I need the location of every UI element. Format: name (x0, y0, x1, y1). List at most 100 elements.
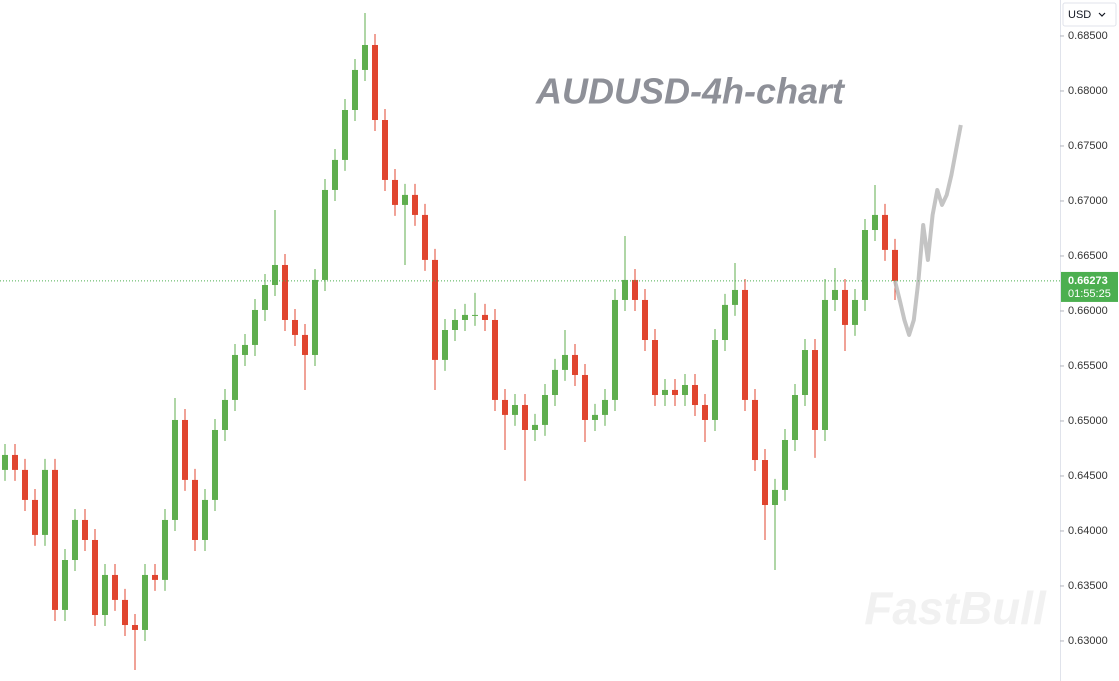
y-tick-label: 0.63000 (1068, 635, 1108, 647)
candle-body (112, 574, 118, 600)
candle-body (102, 574, 108, 616)
candle-body (72, 519, 78, 561)
candle-body (422, 214, 428, 260)
candle-body (892, 249, 898, 281)
currency-label: USD (1068, 9, 1091, 21)
y-tick-label: 0.66000 (1068, 305, 1108, 317)
plot-area (0, 12, 1060, 671)
candle-body (142, 574, 148, 630)
candle-body (662, 389, 668, 396)
candle-body (432, 259, 438, 360)
candle-body (232, 354, 238, 400)
candle-body (762, 460, 768, 506)
y-tick-label: 0.65500 (1068, 360, 1108, 372)
y-tick-label: 0.67500 (1068, 140, 1108, 152)
y-tick-label: 0.68500 (1068, 30, 1108, 42)
candle-body (832, 289, 838, 300)
candle-body (492, 319, 498, 400)
candle-body (402, 194, 408, 205)
candle-body (612, 299, 618, 400)
candle-body (522, 405, 528, 430)
candle-body (372, 44, 378, 121)
y-tick-label: 0.67000 (1068, 195, 1108, 207)
candle-body (162, 519, 168, 580)
candle-body (862, 230, 868, 300)
candle-body (132, 625, 138, 630)
candle-body (812, 350, 818, 430)
candle-body (702, 405, 708, 420)
candle-body (592, 414, 598, 420)
candle-body (772, 489, 778, 506)
candle-body (272, 264, 278, 286)
candle-body (172, 419, 178, 520)
candle-body (502, 399, 508, 415)
candle-body (332, 159, 338, 190)
candle-body (222, 399, 228, 430)
candle-body (122, 599, 128, 626)
candle-body (732, 289, 738, 305)
candle-body (252, 309, 258, 345)
candle-body (882, 214, 888, 250)
candle-body (562, 354, 568, 370)
candle-body (52, 469, 58, 610)
candle-body (322, 189, 328, 280)
candle-body (802, 350, 808, 396)
candle-body (82, 519, 88, 540)
candle-body (472, 314, 478, 316)
y-tick-label: 0.64000 (1068, 525, 1108, 537)
candle-body (12, 454, 18, 470)
candle-body (192, 479, 198, 540)
candle-body (602, 399, 608, 415)
candle-body (622, 279, 628, 300)
candle-body (852, 299, 858, 325)
candle-body (752, 399, 758, 461)
candle-body (92, 539, 98, 616)
watermark: FastBull (864, 582, 1047, 634)
last-price-label: 0.66273 (1068, 275, 1108, 287)
candle-body (632, 279, 638, 300)
candle-body (532, 424, 538, 430)
dropdown-arrow (1098, 12, 1106, 17)
candle-body (822, 299, 828, 430)
candle-body (872, 214, 878, 231)
candle-body (572, 354, 578, 375)
countdown-label: 01:55:25 (1068, 288, 1111, 300)
candle-body (462, 314, 468, 320)
candle-body (212, 429, 218, 500)
candle-body (312, 279, 318, 355)
candle-body (352, 69, 358, 110)
candle-body (242, 344, 248, 355)
y-tick-label: 0.66500 (1068, 250, 1108, 262)
currency-select[interactable] (1062, 2, 1117, 27)
candle-body (42, 469, 48, 535)
candle-body (2, 454, 8, 470)
candle-body (392, 179, 398, 205)
candle-body (442, 329, 448, 360)
candle-body (412, 194, 418, 215)
candle-body (582, 374, 588, 420)
candle-body (32, 499, 38, 535)
candle-body (682, 384, 688, 396)
candle-body (722, 304, 728, 341)
candle-body (782, 439, 788, 490)
candle-body (362, 44, 368, 70)
candle-body (482, 314, 488, 320)
candle-body (642, 299, 648, 341)
candle-body (382, 120, 388, 180)
candle-body (182, 419, 188, 480)
candle-body (282, 264, 288, 320)
last-price-box (1061, 271, 1118, 302)
candle-body (152, 574, 158, 580)
candle-body (302, 334, 308, 355)
candle-body (552, 369, 558, 396)
candle-body (672, 389, 678, 396)
y-tick-label: 0.63500 (1068, 580, 1108, 592)
candle-body (452, 319, 458, 330)
candle-body (652, 340, 658, 396)
chart-title: AUDUSD-4h-chart (535, 71, 846, 112)
candle-body (262, 285, 268, 310)
y-tick-label: 0.65000 (1068, 415, 1108, 427)
